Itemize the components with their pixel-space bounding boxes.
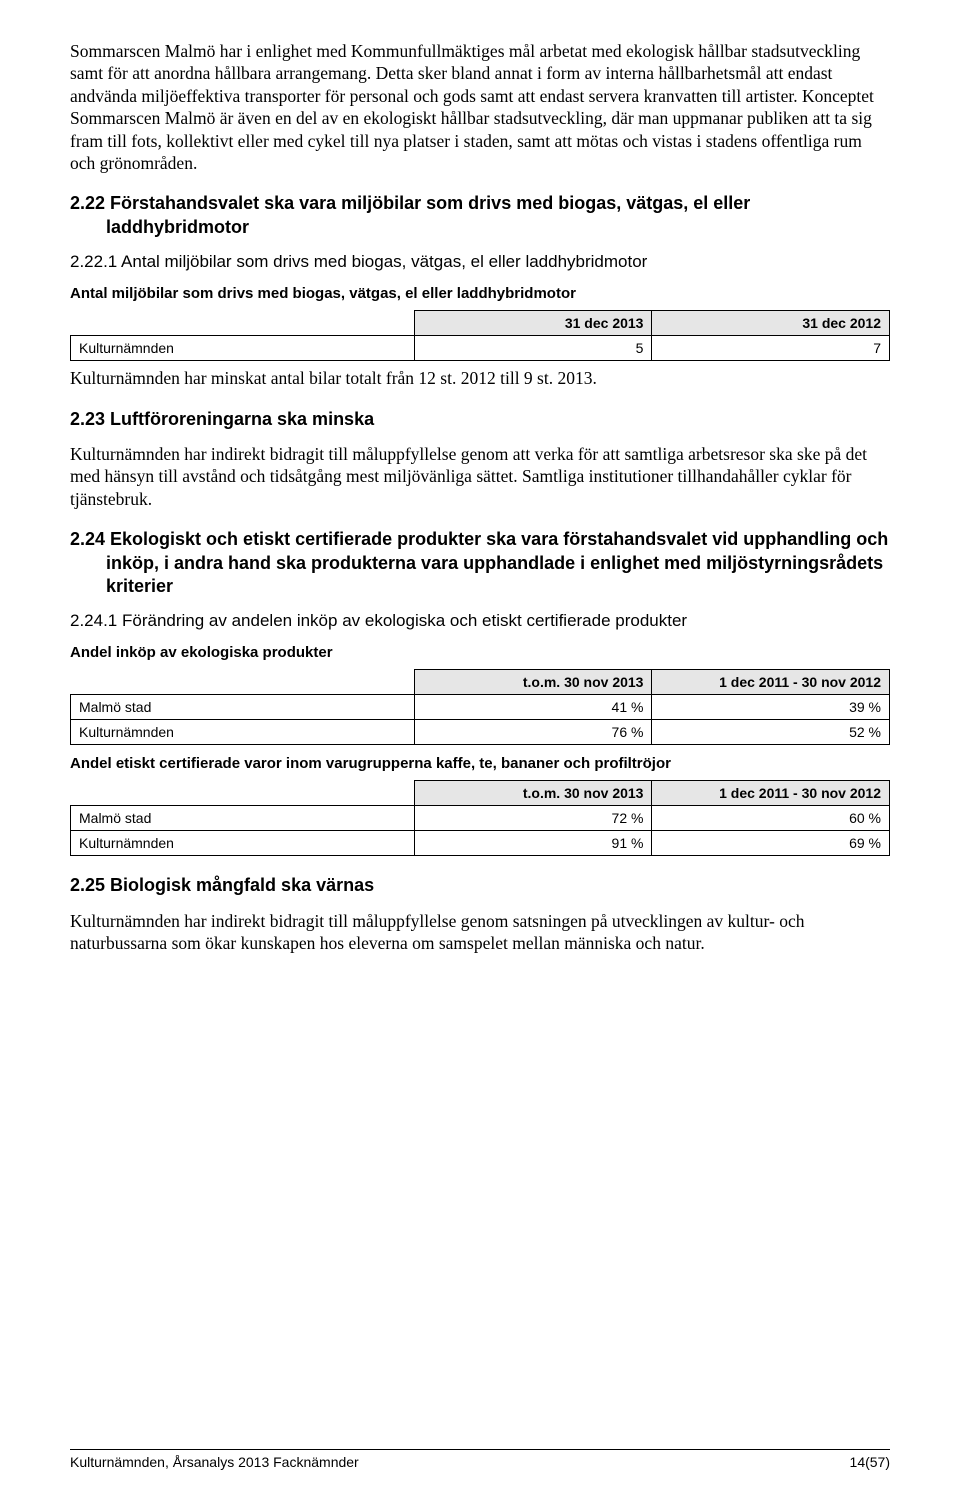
- para-after-2-22: Kulturnämnden har minskat antal bilar to…: [70, 367, 890, 389]
- page-footer: Kulturnämnden, Årsanalys 2013 Facknämnde…: [70, 1449, 890, 1470]
- table-col-header: t.o.m. 30 nov 2013: [414, 670, 652, 695]
- table-caption-2-24-b: Andel etiskt certifierade varor inom var…: [70, 755, 890, 772]
- table-etisk-cert: t.o.m. 30 nov 2013 1 dec 2011 - 30 nov 2…: [70, 780, 890, 856]
- table-row: Kulturnämnden 91 % 69 %: [71, 831, 890, 856]
- table-col-header: 1 dec 2011 - 30 nov 2012: [652, 670, 890, 695]
- intro-paragraph: Sommarscen Malmö har i enlighet med Komm…: [70, 40, 890, 174]
- cell: 91 %: [414, 831, 652, 856]
- cell: 41 %: [414, 695, 652, 720]
- table-col-header: 31 dec 2012: [652, 311, 890, 336]
- table-col-header: t.o.m. 30 nov 2013: [414, 781, 652, 806]
- row-label: Malmö stad: [71, 695, 415, 720]
- table-col-header: 1 dec 2011 - 30 nov 2012: [652, 781, 890, 806]
- heading-2-22: 2.22 Förstahandsvalet ska vara miljöbila…: [70, 192, 890, 239]
- row-label: Kulturnämnden: [71, 720, 415, 745]
- table-miljobilar: 31 dec 2013 31 dec 2012 Kulturnämnden 5 …: [70, 310, 890, 361]
- table-row: Malmö stad 72 % 60 %: [71, 806, 890, 831]
- heading-2-24-1: 2.24.1 Förändring av andelen inköp av ek…: [70, 610, 890, 632]
- table-caption-2-24-a: Andel inköp av ekologiska produkter: [70, 644, 890, 661]
- cell: 39 %: [652, 695, 890, 720]
- heading-2-25: 2.25 Biologisk mångfald ska värnas: [70, 874, 890, 897]
- table-row: Kulturnämnden 5 7: [71, 336, 890, 361]
- heading-2-23: 2.23 Luftföroreningarna ska minska: [70, 408, 890, 431]
- cell: 52 %: [652, 720, 890, 745]
- row-label: Kulturnämnden: [71, 336, 415, 361]
- cell: 76 %: [414, 720, 652, 745]
- heading-2-24: 2.24 Ekologiskt och etiskt certifierade …: [70, 528, 890, 598]
- cell: 7: [652, 336, 890, 361]
- para-2-25: Kulturnämnden har indirekt bidragit till…: [70, 910, 890, 955]
- heading-2-22-1: 2.22.1 Antal miljöbilar som drivs med bi…: [70, 251, 890, 273]
- para-2-23: Kulturnämnden har indirekt bidragit till…: [70, 443, 890, 510]
- row-label: Malmö stad: [71, 806, 415, 831]
- table-col-header: 31 dec 2013: [414, 311, 652, 336]
- cell: 69 %: [652, 831, 890, 856]
- table-row: Malmö stad 41 % 39 %: [71, 695, 890, 720]
- table-row: Kulturnämnden 76 % 52 %: [71, 720, 890, 745]
- footer-right: 14(57): [850, 1454, 890, 1470]
- table-eko-produkter: t.o.m. 30 nov 2013 1 dec 2011 - 30 nov 2…: [70, 669, 890, 745]
- table-caption-2-22: Antal miljöbilar som drivs med biogas, v…: [70, 285, 890, 302]
- footer-left: Kulturnämnden, Årsanalys 2013 Facknämnde…: [70, 1454, 359, 1470]
- row-label: Kulturnämnden: [71, 831, 415, 856]
- cell: 60 %: [652, 806, 890, 831]
- cell: 72 %: [414, 806, 652, 831]
- cell: 5: [414, 336, 652, 361]
